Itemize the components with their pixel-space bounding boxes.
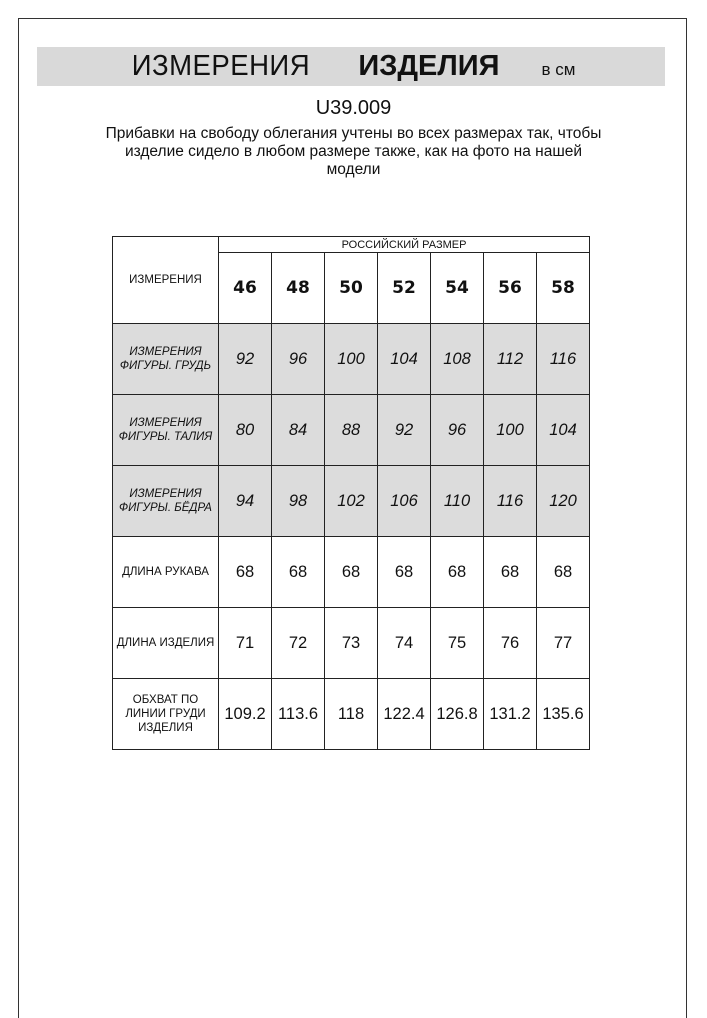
size-header: 58: [536, 252, 590, 324]
table-cell: 135.6: [536, 678, 590, 750]
size-table: ИЗМЕРЕНИЯ РОССИЙСКИЙ РАЗМЕР 46 48 50 52 54 56…: [112, 236, 590, 750]
table-cell: 68: [536, 536, 590, 608]
table-cell: 94: [218, 465, 272, 537]
table-row: ИЗМЕРЕНИЯ ФИГУРЫ. ГРУДЬ 92 96 100 104 108 112 1…: [112, 323, 590, 395]
table-cell: 77: [536, 607, 590, 679]
title-band: ИЗМЕРЕНИЯ ИЗДЕЛИЯ в см: [37, 47, 665, 86]
row-label: ИЗМЕРЕНИЯ ФИГУРЫ. ГРУДЬ: [112, 323, 219, 395]
table-cell: 80: [218, 394, 272, 466]
table-cell: 73: [324, 607, 378, 679]
size-header: 54: [430, 252, 484, 324]
article-code: U39.009: [315, 97, 392, 119]
unit-label: в см: [541, 59, 576, 79]
table-cell: 109.2: [218, 678, 272, 750]
table-cell: 68: [324, 536, 378, 608]
table-cell: 98: [271, 465, 325, 537]
row-label: ДЛИНА ИЗДЕЛИЯ: [112, 607, 219, 679]
table-cell: 104: [536, 394, 590, 466]
table-row: ДЛИНА РУКАВА 68 68 68 68 68 68 68: [112, 536, 590, 608]
table-cell: 92: [377, 394, 431, 466]
row-label: ИЗМЕРЕНИЯ ФИГУРЫ. БЁДРА: [112, 465, 219, 537]
size-header: 50: [324, 252, 378, 324]
title-bold: ИЗДЕЛИЯ: [358, 50, 500, 82]
table-cell: 96: [430, 394, 484, 466]
table-cell: 126.8: [430, 678, 484, 750]
table-cell: 113.6: [271, 678, 325, 750]
table-cell: 122.4: [377, 678, 431, 750]
table-cell: 118: [324, 678, 378, 750]
table-cell: 104: [377, 323, 431, 395]
row-label: ИЗМЕРЕНИЯ ФИГУРЫ. ТАЛИЯ: [112, 394, 219, 466]
size-group-label: РОССИЙСКИЙ РАЗМЕР: [218, 236, 590, 253]
table-cell: 68: [430, 536, 484, 608]
table-cell: 100: [483, 394, 537, 466]
table-cell: 88: [324, 394, 378, 466]
table-cell: 84: [271, 394, 325, 466]
table-cell: 76: [483, 607, 537, 679]
table-cell: 106: [377, 465, 431, 537]
table-cell: 72: [271, 607, 325, 679]
table-cell: 71: [218, 607, 272, 679]
table-cell: 102: [324, 465, 378, 537]
table-cell: 131.2: [483, 678, 537, 750]
table-row: ИЗМЕРЕНИЯ ФИГУРЫ. БЁДРА 94 98 102 106 110 116 1…: [112, 465, 590, 537]
table-row: ИЗМЕРЕНИЯ ФИГУРЫ. ТАЛИЯ 80 84 88 92 96 100 104: [112, 394, 590, 466]
size-header: 56: [483, 252, 537, 324]
table-cell: 68: [218, 536, 272, 608]
size-header: 52: [377, 252, 431, 324]
table-cell: 68: [271, 536, 325, 608]
table-cell: 74: [377, 607, 431, 679]
table-cell: 110: [430, 465, 484, 537]
table-cell: 116: [483, 465, 537, 537]
table-cell: 116: [536, 323, 590, 395]
table-cell: 92: [218, 323, 272, 395]
sizes-row: 46 48 50 52 54 56 58: [113, 252, 590, 324]
page-frame: [18, 18, 687, 1018]
row-label: ДЛИНА РУКАВА: [112, 536, 219, 608]
table-cell: 75: [430, 607, 484, 679]
title-regular: ИЗМЕРЕНИЯ: [131, 50, 310, 82]
table-cell: 112: [483, 323, 537, 395]
table-cell: 108: [430, 323, 484, 395]
fit-note: Прибавки на свободу облегания учтены во …: [105, 125, 602, 178]
table-cell: 120: [536, 465, 590, 537]
size-header: 46: [218, 252, 272, 324]
size-header: 48: [271, 252, 325, 324]
table-cell: 68: [483, 536, 537, 608]
table-cell: 100: [324, 323, 378, 395]
table-cell: 96: [271, 323, 325, 395]
table-row: ОБХВАТ ПО ЛИНИИ ГРУДИ ИЗДЕЛИЯ 109.2 113.6 1…: [112, 678, 590, 750]
corner-label: ИЗМЕРЕНИЯ: [112, 236, 219, 324]
row-label: ОБХВАТ ПО ЛИНИИ ГРУДИ ИЗДЕЛИЯ: [112, 678, 219, 750]
table-row: ДЛИНА ИЗДЕЛИЯ 71 72 73 74 75 76 77: [112, 607, 590, 679]
table-cell: 68: [377, 536, 431, 608]
